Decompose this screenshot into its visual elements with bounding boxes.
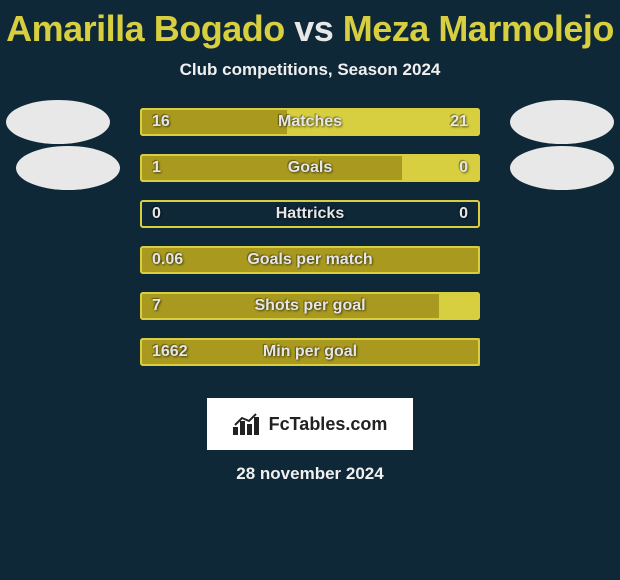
- logo-text: FcTables.com: [269, 414, 388, 435]
- stat-label: Shots per goal: [140, 292, 480, 320]
- player1-avatar: [6, 100, 110, 144]
- bar-track: 10Goals: [140, 154, 480, 182]
- logo-box: FcTables.com: [207, 398, 413, 450]
- bar-track: 7Shots per goal: [140, 292, 480, 320]
- stat-label: Hattricks: [140, 200, 480, 228]
- bar-track: 0.06Goals per match: [140, 246, 480, 274]
- player2-name: Meza Marmolejo: [343, 8, 614, 49]
- comparison-chart: 1621Matches 10Goals 00Hattricks 0.06Goals p…: [0, 108, 620, 384]
- player1-avatar: [16, 146, 120, 190]
- bar-track: 00Hattricks: [140, 200, 480, 228]
- stat-row: 1621Matches: [0, 108, 620, 154]
- stat-row: 7Shots per goal: [0, 292, 620, 338]
- page-title: Amarilla Bogado vs Meza Marmolejo: [0, 0, 620, 50]
- fctables-logo-icon: [233, 413, 263, 435]
- stat-row: 00Hattricks: [0, 200, 620, 246]
- stat-row: 0.06Goals per match: [0, 246, 620, 292]
- vs-text: vs: [294, 8, 333, 49]
- player1-name: Amarilla Bogado: [6, 8, 285, 49]
- bar-track: 1621Matches: [140, 108, 480, 136]
- subtitle: Club competitions, Season 2024: [0, 60, 620, 80]
- stat-label: Goals: [140, 154, 480, 182]
- stat-row: 1662Min per goal: [0, 338, 620, 384]
- player2-avatar: [510, 146, 614, 190]
- stat-label: Goals per match: [140, 246, 480, 274]
- stat-label: Matches: [140, 108, 480, 136]
- date-label: 28 november 2024: [0, 464, 620, 484]
- player2-avatar: [510, 100, 614, 144]
- stat-row: 10Goals: [0, 154, 620, 200]
- stat-label: Min per goal: [140, 338, 480, 366]
- bar-track: 1662Min per goal: [140, 338, 480, 366]
